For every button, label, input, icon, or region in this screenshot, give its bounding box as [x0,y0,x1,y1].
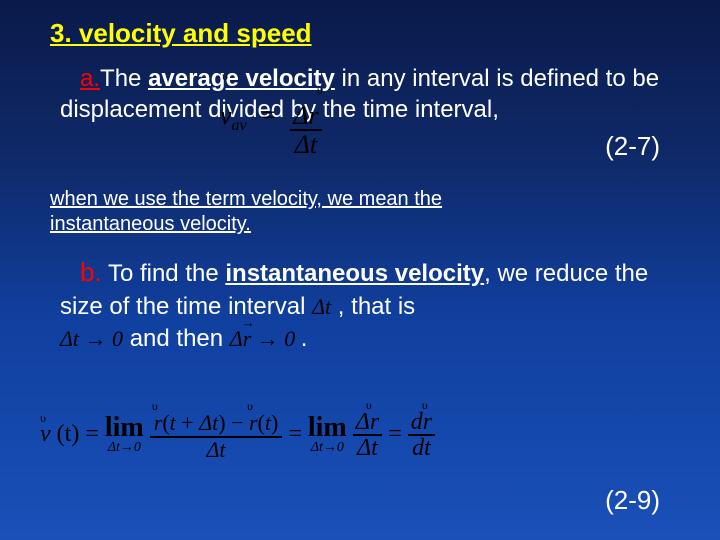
bullet-b: b. [80,257,102,287]
paragraph-b: b. To find the instantaneous velocity, w… [60,255,670,355]
eq1-num-delta: Δ [293,101,308,130]
eq1-sub: av [232,117,247,134]
equation-2: υ v (t) = lim Δt→0 υr(t + Δt) − υr(t) Δt… [40,410,435,461]
section-heading: 3. velocity and speed [50,18,670,49]
limit-1: lim Δt→0 [105,415,144,456]
equation-1-number: (2-7) [605,131,660,162]
text-b3: , that is [331,293,415,320]
limit-2: lim Δt→0 [308,415,347,456]
eq1-equals: = [260,101,278,130]
inline-dt: Δt [312,294,331,319]
paragraph-a: a.The average velocity in any interval i… [60,63,670,125]
text-b1: To find the [102,260,226,287]
slide: 3. velocity and speed a.The average velo… [0,0,720,376]
inline-dt-zero: Δt → 0 [60,326,123,351]
velocity-note: when we use the term velocity, we mean t… [50,187,670,237]
note-line1: when we use the term velocity, we mean t… [50,188,442,210]
bullet-a: a. [80,65,100,92]
eq1-v: v [220,101,232,130]
equation-1-row: υ vav = υ Δr Δt (2-7) [50,125,670,181]
eq1-den-t: t [310,130,317,159]
equation-2-number: (2-9) [605,485,660,516]
note-line2: instantaneous velocity. [50,213,251,235]
text-b4: and then [123,325,230,352]
inline-dr-zero: → Δr → 0 [230,326,301,351]
eq1-den-delta: Δ [295,130,310,159]
term-instantaneous-velocity: instantaneous velocity [225,260,484,287]
text-b5: . [301,325,308,352]
eq1-num-r: r [308,101,318,130]
text-a1: The [100,65,148,92]
equation-1: υ vav = υ Δr Δt [220,77,322,158]
